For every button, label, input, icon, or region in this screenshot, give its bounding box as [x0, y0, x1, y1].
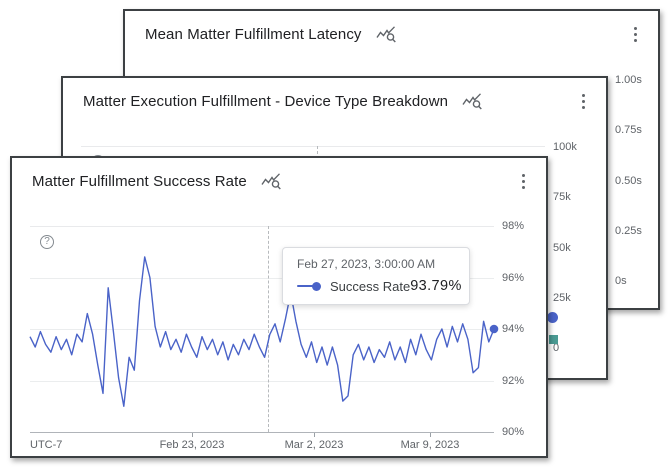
y-axis-label: 100k: [553, 141, 577, 153]
y-axis-label: 94%: [502, 323, 525, 335]
query-stats-off-icon: [462, 93, 482, 110]
y-axis-label: 50k: [553, 242, 571, 254]
x-axis-tick: [314, 433, 315, 437]
y-axis-label: 96%: [502, 271, 525, 284]
timezone-label: UTC-7: [30, 439, 63, 451]
x-axis-line: [30, 432, 494, 433]
y-axis-label: 92%: [502, 374, 525, 387]
success-rate-card-header: Matter Fulfillment Success Rate: [12, 158, 546, 190]
y-axis-label: 0.50s: [615, 175, 642, 187]
x-axis-tick: [430, 433, 431, 437]
x-axis-label: Feb 23, 2023: [159, 439, 225, 451]
more-options-button[interactable]: [519, 170, 529, 194]
tooltip-series-label: Success Rate: [330, 278, 411, 294]
tooltip-series-value: 93.79%: [410, 278, 462, 294]
tooltip-timestamp: Feb 27, 2023, 3:00:00 AM: [297, 257, 436, 271]
latency-card-title: Mean Matter Fulfillment Latency: [145, 26, 362, 43]
x-axis-tick: [192, 433, 193, 437]
crosshair-line: [268, 226, 269, 432]
more-options-button[interactable]: [579, 90, 589, 114]
device-breakdown-card-title: Matter Execution Fulfillment - Device Ty…: [83, 93, 449, 110]
success-rate-card: Matter Fulfillment Success Rate ? 98% 96…: [10, 156, 548, 458]
success-rate-chart[interactable]: [12, 158, 550, 460]
query-stats-off-icon: [375, 26, 396, 43]
y-axis-label: 75k: [553, 191, 571, 203]
y-axis-label: 25k: [553, 292, 571, 304]
help-icon[interactable]: ?: [40, 235, 54, 249]
y-axis-label: 90%: [502, 426, 525, 438]
header-divider: [81, 146, 545, 147]
header-divider: [30, 226, 494, 227]
gridline: [30, 380, 494, 382]
legend-line-dot-icon: [297, 281, 321, 291]
more-options-button[interactable]: [631, 23, 641, 47]
y-axis-label: 0.75s: [615, 124, 642, 136]
success-rate-card-title: Matter Fulfillment Success Rate: [32, 173, 247, 190]
y-axis-label: 0s: [615, 275, 627, 287]
y-axis-label: 98%: [502, 220, 525, 232]
chart-tooltip: Feb 27, 2023, 3:00:00 AM Success Rate 93…: [282, 247, 470, 305]
y-axis-label: 0: [553, 342, 560, 354]
x-axis-label: Mar 9, 2023: [400, 439, 460, 451]
y-axis-label: 1.00s: [615, 74, 642, 86]
query-stats-off-icon: [261, 173, 281, 190]
series-point-marker: [547, 312, 558, 323]
latency-card-header: Mean Matter Fulfillment Latency: [125, 11, 658, 43]
y-axis-label: 0.25s: [615, 225, 642, 237]
x-axis-label: Mar 2, 2023: [284, 439, 344, 451]
device-breakdown-card-header: Matter Execution Fulfillment - Device Ty…: [63, 78, 606, 110]
series-square-marker: [549, 335, 558, 344]
gridline: [30, 329, 494, 330]
